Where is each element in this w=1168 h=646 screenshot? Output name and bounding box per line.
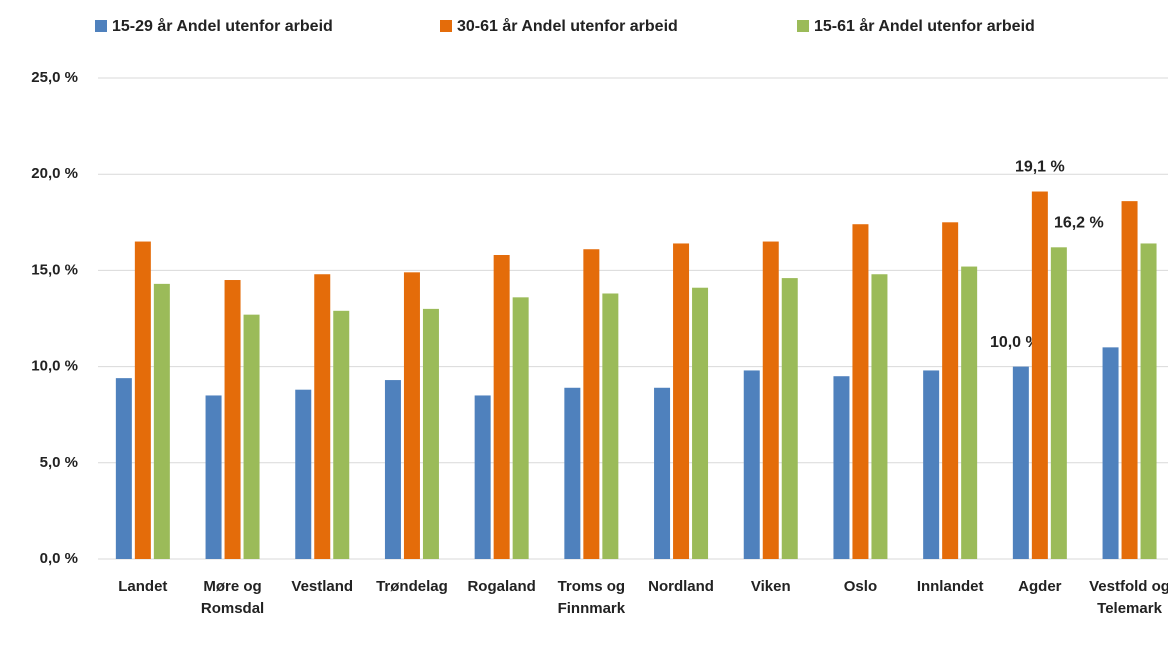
x-tick-label: Møre og Romsdal <box>201 578 264 617</box>
x-tick-label: Landet <box>118 578 167 595</box>
bar <box>295 389 312 559</box>
legend-swatch <box>440 20 452 32</box>
bar <box>1012 366 1029 559</box>
x-tick-label: Troms og Finnmark <box>558 578 626 617</box>
y-tick-label: 20,0 % <box>31 165 78 182</box>
bar <box>833 376 850 559</box>
bar <box>1102 347 1119 559</box>
bar <box>493 255 510 559</box>
bar <box>1031 191 1048 560</box>
bar <box>602 293 619 559</box>
bar <box>923 370 940 559</box>
value-label: 16,2 % <box>1054 215 1104 232</box>
bar <box>1140 243 1157 560</box>
bar <box>673 243 690 560</box>
bar <box>384 380 401 559</box>
bar <box>205 395 222 559</box>
bar <box>961 266 978 559</box>
x-tick-label: Viken <box>751 578 791 595</box>
legend-swatch <box>95 20 107 32</box>
bar <box>743 370 760 559</box>
legend-label: 15-29 år Andel utenfor arbeid <box>112 17 333 35</box>
legend-label: 15-61 år Andel utenfor arbeid <box>814 17 1035 35</box>
y-tick-label: 0,0 % <box>40 550 78 567</box>
bar <box>654 387 671 559</box>
bar <box>512 297 529 559</box>
bar <box>224 280 241 559</box>
bar <box>403 272 420 559</box>
y-tick-label: 25,0 % <box>31 69 78 86</box>
value-label: 10,0 % <box>990 334 1040 351</box>
bar <box>564 387 581 559</box>
bar <box>1121 201 1138 560</box>
y-tick-label: 10,0 % <box>31 358 78 375</box>
bar <box>1050 247 1067 559</box>
bar <box>942 222 959 560</box>
y-tick-label: 15,0 % <box>31 261 78 278</box>
bar <box>871 274 888 559</box>
bar <box>314 274 331 559</box>
x-tick-label: Nordland <box>648 578 714 595</box>
bar <box>422 308 439 559</box>
bar <box>852 224 869 559</box>
bar <box>115 378 132 559</box>
legend-swatch <box>797 20 809 32</box>
x-tick-label: Innlandet <box>917 578 984 595</box>
x-tick-label: Vestfold og Telemark <box>1089 578 1168 617</box>
x-tick-label: Rogaland <box>467 578 535 595</box>
bar <box>243 314 260 559</box>
x-tick-label: Oslo <box>844 578 877 595</box>
bar <box>153 283 170 559</box>
bar <box>134 241 151 560</box>
bar <box>692 287 709 559</box>
x-tick-label: Agder <box>1018 578 1062 595</box>
bar <box>333 310 350 559</box>
bar <box>583 249 600 559</box>
value-label: 19,1 % <box>1015 159 1065 176</box>
x-tick-label: Trøndelag <box>376 578 448 595</box>
x-tick-label: Vestland <box>291 578 353 595</box>
bar <box>781 278 798 559</box>
y-tick-label: 5,0 % <box>40 454 78 471</box>
legend-label: 30-61 år Andel utenfor arbeid <box>457 17 678 35</box>
bar <box>762 241 779 560</box>
bar <box>474 395 491 559</box>
